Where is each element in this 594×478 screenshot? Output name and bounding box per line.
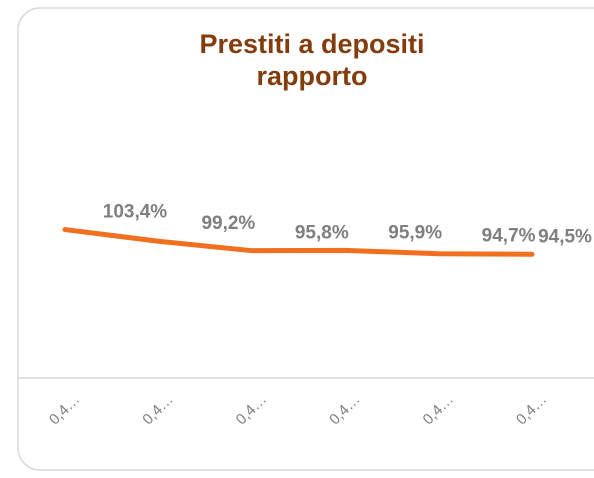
data-label: 103,4%	[103, 202, 168, 223]
line-series	[62, 227, 535, 257]
data-label: 94,5%	[538, 226, 592, 247]
data-label: 95,8%	[295, 223, 349, 244]
data-label: 95,9%	[388, 222, 442, 243]
data-label: 94,7%	[482, 226, 536, 247]
data-label: 99,2%	[201, 213, 255, 234]
chart-title: Prestiti a depositi rapporto	[199, 29, 424, 91]
chart-card	[17, 7, 594, 471]
